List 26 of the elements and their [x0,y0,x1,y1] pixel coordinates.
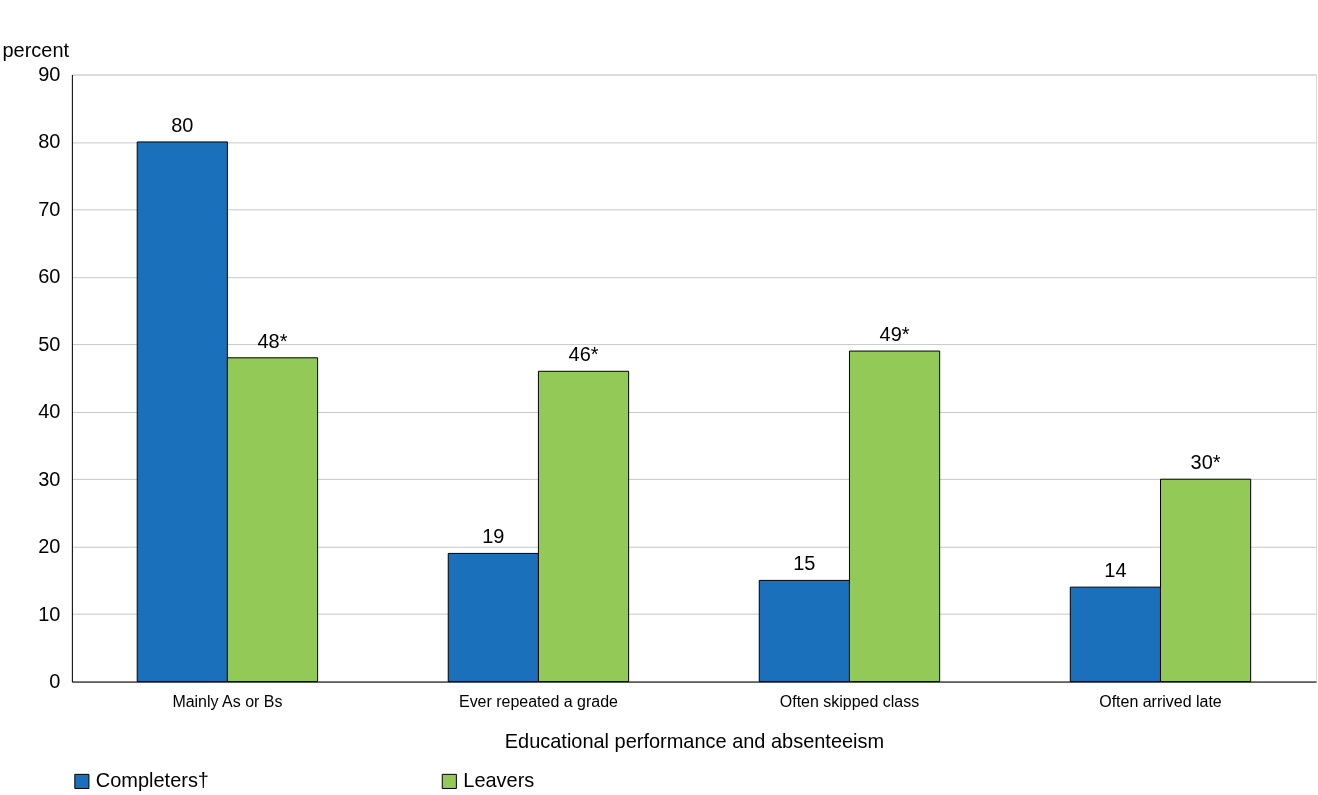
y-tick-label: 50 [38,332,61,355]
y-tick-label: 80 [38,130,61,153]
y-axis-title: percent [2,39,70,62]
x-tick-label: Often arrived late [1099,693,1222,711]
x-tick-label: Often skipped class [779,693,920,711]
data-label: 14 [1104,559,1127,582]
y-tick-label: 30 [38,467,61,490]
data-label: 46* [568,343,599,366]
y-tick-label: 90 [38,62,61,85]
legend-label: Completers† [95,769,209,792]
y-tick-label: 10 [38,602,61,625]
legend-label: Leavers [463,769,535,792]
x-axis-title: Educational performance and absenteeism [504,729,885,752]
x-tick-label: Mainly As or Bs [172,693,283,711]
y-tick-label: 40 [38,400,61,423]
y-tick-label: 0 [49,670,61,693]
data-label: 15 [793,552,816,575]
data-label: 80 [171,113,194,136]
y-tick-label: 60 [38,265,61,288]
data-label: 19 [482,525,505,548]
data-label: 48* [257,329,288,352]
y-tick-label: 70 [38,197,61,220]
y-tick-label: 20 [38,535,61,558]
x-tick-label: Ever repeated a grade [458,693,618,711]
data-label: 30* [1190,451,1221,474]
data-label: 49* [879,323,910,346]
